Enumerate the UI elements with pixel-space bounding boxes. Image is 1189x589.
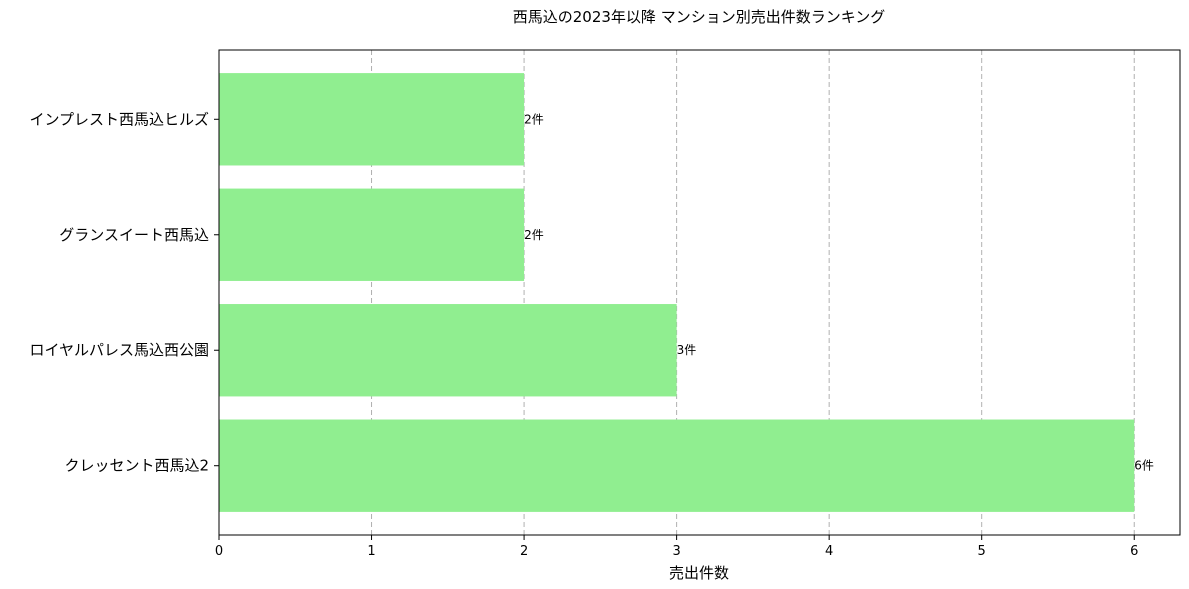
bar-value-label: 6件 (1134, 459, 1154, 473)
bar-value-label: 3件 (677, 343, 697, 357)
x-tick-label: 1 (367, 544, 375, 559)
bar (219, 73, 525, 166)
y-axis-ticks: クレッセント西馬込2 ロイヤルパレス馬込西公園 グランスイート西馬込 インプレスト西馬… (29, 110, 219, 475)
x-tick-label: 3 (672, 544, 680, 559)
y-category-label: ロイヤルパレス馬込西公園 (29, 341, 209, 359)
plot-frame (218, 49, 1181, 536)
x-axis-label: 売出件数 (669, 564, 729, 582)
bar (219, 419, 1135, 512)
x-tick-label: 0 (215, 544, 223, 559)
x-tick-label: 6 (1130, 544, 1138, 559)
x-tick-label: 2 (520, 544, 528, 559)
bars (219, 73, 1135, 512)
chart-title: 西馬込の2023年以降 マンション別売出件数ランキング (513, 8, 886, 26)
x-tick-label: 5 (978, 544, 986, 559)
y-category-label: グランスイート西馬込 (59, 226, 209, 244)
y-category-label: インプレスト西馬込ヒルズ (29, 110, 209, 128)
x-tick-label: 4 (825, 544, 833, 559)
bar-value-label: 2件 (524, 228, 544, 242)
bar-value-label: 2件 (524, 112, 544, 126)
bar-value-labels: 6件 3件 2件 2件 (524, 112, 1154, 472)
y-category-label: クレッセント西馬込2 (64, 457, 209, 475)
bar (219, 304, 677, 397)
x-axis-ticks: 0 1 2 3 4 5 6 (215, 535, 1138, 559)
bar (219, 188, 525, 281)
